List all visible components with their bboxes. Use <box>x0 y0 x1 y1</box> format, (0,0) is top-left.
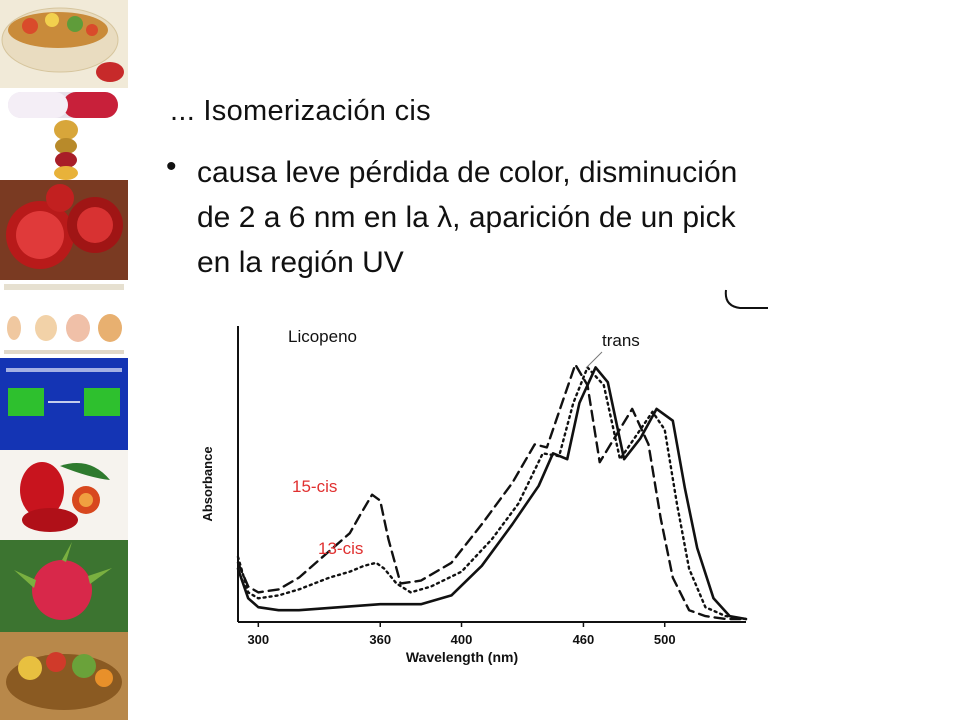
pomegranate-photo <box>0 180 128 280</box>
series-line-15-cis <box>236 363 748 621</box>
tamarillo-photo <box>0 450 128 540</box>
y-axis-label: Absorbance <box>200 446 215 521</box>
cell-diagram-photo <box>0 280 128 358</box>
absorbance-spectrum-chart: 300 360 400 460 500 Wavelength (nm) Absorbance… <box>200 326 748 665</box>
bullet-text: causa leve pérdida de color, disminución… <box>197 150 897 285</box>
x-tick-label: 460 <box>573 632 595 647</box>
slide-heading: ... Isomerización cis <box>170 95 431 127</box>
dragonfruit-photo <box>0 540 128 632</box>
bullet-symbol: • <box>166 150 177 183</box>
microscope-slide-photo <box>0 358 128 450</box>
x-tick-label: 360 <box>369 632 391 647</box>
x-axis-label: Wavelength (nm) <box>406 649 518 665</box>
scan-mark-icon <box>724 289 768 309</box>
fruit-basket-photo <box>0 632 128 720</box>
x-tick-label: 300 <box>247 632 269 647</box>
series-label-13-cis: 13-cis <box>318 539 363 558</box>
x-tick-label: 400 <box>451 632 473 647</box>
capsules-fruit-photo <box>0 88 128 180</box>
series-label-trans-pointer <box>585 351 603 369</box>
series-line-trans <box>236 366 748 621</box>
series-label-trans: trans <box>602 331 640 350</box>
side-image-strip <box>0 0 128 720</box>
chart-annotation-title: Licopeno <box>288 327 357 346</box>
series-label-15-cis: 15-cis <box>292 477 337 496</box>
chart-text: 300 360 400 460 500 Wavelength (nm) Absorbance… <box>200 327 676 665</box>
x-tick-label: 500 <box>654 632 676 647</box>
series-line-13-cis <box>236 366 748 621</box>
bullet-line-2: de 2 a 6 nm en la λ, aparición de un pic… <box>197 201 736 234</box>
bullet-line-1: causa leve pérdida de color, disminución <box>197 156 738 189</box>
bullet-line-3: en la región UV <box>197 246 404 279</box>
chart-series <box>236 363 748 621</box>
food-bowl-photo <box>0 0 128 88</box>
